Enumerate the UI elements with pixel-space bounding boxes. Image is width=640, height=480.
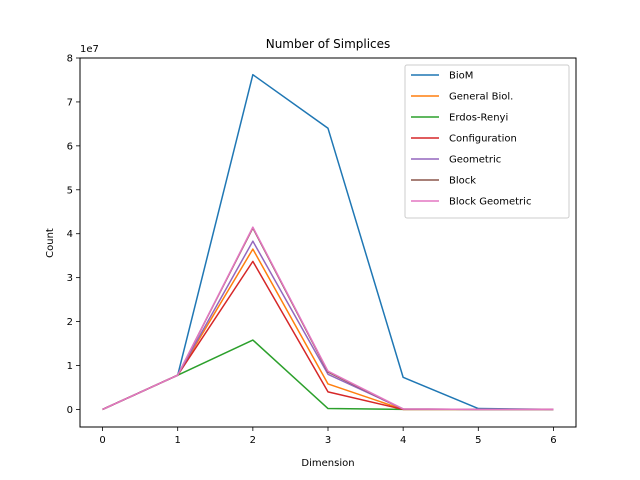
legend-label: Geometric [449,155,501,166]
series-line-5 [102,227,554,411]
y-tick-label: 5 [67,185,73,196]
y-axis: 0 1 2 3 4 5 6 7 8 [67,54,80,416]
y-tick-label: 2 [67,317,73,328]
x-tick-label: 6 [550,435,556,446]
x-axis-label: Dimension [301,458,354,469]
y-tick-label: 1 [67,361,73,372]
y-tick-label: 7 [67,97,73,108]
legend-label: BioM [449,71,473,82]
y-tick-label: 0 [67,405,73,416]
y-tick-label: 6 [67,141,73,152]
y-axis-label: Count [45,228,56,258]
x-tick-label: 0 [99,435,105,446]
x-tick-label: 2 [250,435,256,446]
plot-area [102,73,554,411]
x-tick-label: 3 [325,435,331,446]
x-tick-label: 5 [475,435,481,446]
series-line-1 [102,248,554,411]
legend-label: Erdos-Renyi [449,113,508,124]
series-line-6 [102,226,554,411]
y-tick-label: 4 [67,229,73,240]
x-tick-label: 1 [175,435,181,446]
series-line-3 [102,260,554,411]
x-axis: 0 1 2 3 4 5 6 [99,427,557,446]
chart-title: Number of Simplices [266,37,391,51]
legend-box [404,64,570,219]
y-offset-label: 1e7 [80,44,99,55]
y-tick-label: 8 [67,54,73,65]
legend: BioM General Biol. Erdos-Renyi Configuratio… [404,64,570,219]
legend-label: Block [449,176,476,187]
y-tick-label: 3 [67,273,73,284]
legend-label: Block Geometric [449,197,531,208]
legend-label: Configuration [449,134,517,145]
legend-label: General Biol. [449,92,513,103]
x-tick-label: 4 [400,435,406,446]
